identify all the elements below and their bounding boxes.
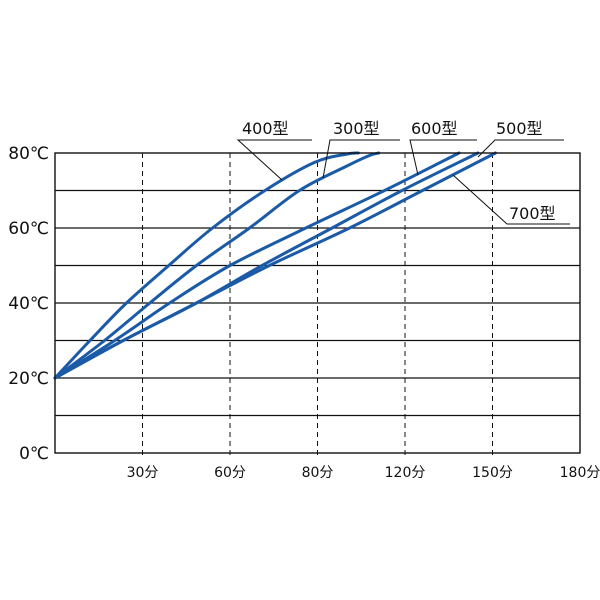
leader-line-600 (409, 139, 477, 176)
leader-line-500 (477, 139, 564, 158)
series-line-400型 (53, 151, 360, 380)
x-tick-label: 150分 (472, 465, 513, 481)
series-label-300: 300型 (333, 119, 380, 138)
x-tick-labels: 30分 60分 80分 120分 150分 180分 (127, 465, 600, 481)
leader-line-700 (452, 174, 570, 225)
y-tick-label: 80℃ (8, 144, 49, 164)
grid (55, 153, 580, 459)
plot-frame (54, 152, 581, 454)
series-label-400: 400型 (242, 119, 289, 138)
x-tick-label: 120分 (385, 465, 426, 481)
y-tick-label: 40℃ (8, 294, 49, 314)
x-tick-label: 60分 (214, 465, 246, 481)
series-label-600: 600型 (411, 119, 458, 138)
series-line-300型 (53, 151, 381, 380)
series-line-600型 (53, 151, 461, 380)
series-lines (53, 151, 497, 380)
x-tick-label: 30分 (127, 465, 159, 481)
x-tick-label: 80分 (302, 465, 334, 481)
y-tick-label: 20℃ (8, 369, 49, 389)
series-labels: 400型 300型 600型 500型 700型 (236, 119, 570, 225)
series-label-700: 700型 (509, 204, 556, 223)
leader-line-400 (236, 139, 312, 181)
leader-line-300 (322, 139, 400, 179)
y-tick-label: 60℃ (8, 219, 49, 239)
series-label-500: 500型 (496, 119, 543, 138)
y-tick-label: 0℃ (19, 444, 49, 464)
y-tick-labels: 0℃ 20℃ 40℃ 60℃ 80℃ (8, 144, 49, 464)
x-tick-label: 180分 (560, 465, 600, 481)
series-line-700型 (53, 151, 497, 380)
plot-border (54, 152, 581, 454)
